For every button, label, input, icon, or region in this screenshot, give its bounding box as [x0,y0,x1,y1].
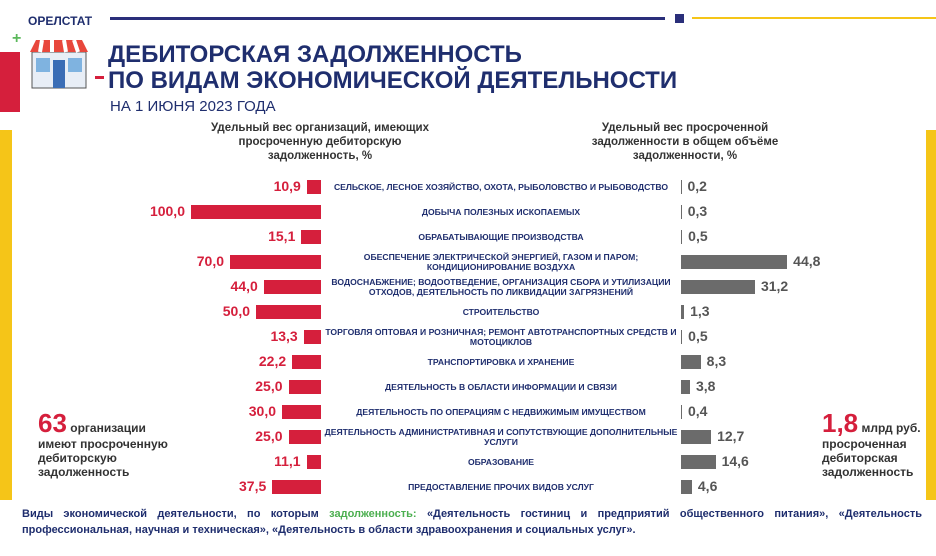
value-label: 12,7 [717,428,745,444]
bar [288,380,321,394]
bar [681,230,683,244]
bar [306,180,321,194]
top-line-yellow [692,17,936,19]
note-unit: млрд руб. [861,421,921,435]
title-line: ПО ВИДАМ ЭКОНОМИЧЕСКОЙ ДЕЯТЕЛЬНОСТИ [108,67,678,94]
title-line: ДЕБИТОРСКАЯ ЗАДОЛЖЕННОСТЬ [108,41,522,68]
value-label: 3,8 [696,378,716,394]
category-label: ДЕЯТЕЛЬНОСТЬ АДМИНИСТРАТИВНАЯ И СОПУТСТВ… [324,427,678,447]
value-label: 44,8 [793,253,821,269]
value-label: 15,1 [268,228,296,244]
bar [282,405,321,419]
brand: ОРЕЛСТАТ [28,14,93,28]
bar [272,480,321,494]
right-caption: Удельный вес просроченной задолженности … [591,122,779,162]
red-accent [0,52,20,112]
bar [681,330,683,344]
top-line [110,17,665,20]
shop-icon [30,39,88,89]
value-label: 44,0 [230,278,258,294]
value-label: 1,3 [690,303,710,319]
category-label: ВОДОСНАБЖЕНИЕ; ВОДООТВЕДЕНИЕ, ОРГАНИЗАЦИ… [331,277,671,297]
bar [681,480,692,494]
side-bar [0,130,12,500]
value-label: 37,5 [239,478,267,494]
note-number: 1,8 [822,408,859,438]
right-note: 1,8 млрд руб. просроченная дебиторская з… [822,410,932,479]
bar [306,455,321,469]
value-label: 0,2 [687,178,707,194]
category-label: ДЕЯТЕЛЬНОСТЬ ПО ОПЕРАЦИЯМ С НЕДВИЖИМЫМ И… [356,407,646,417]
plus-icon: + [12,30,22,47]
bar [681,455,716,469]
title: ДЕБИТОРСКАЯ ЗАДОЛЖЕННОСТЬ ПО ВИДАМ ЭКОНО… [108,42,677,94]
category-label: СЕЛЬСКОЕ, ЛЕСНОЕ ХОЗЯЙСТВО, ОХОТА, РЫБОЛ… [333,182,669,192]
bar [303,330,321,344]
bar [681,405,682,419]
footer-text: «Деятельность гостиниц и предприятий общ… [22,508,923,536]
bar [681,205,682,219]
footer: Виды экономической деятельности, по кото… [22,506,922,538]
left-note: 63 организации имеют просроченную дебито… [38,410,188,479]
value-label: 25,0 [255,428,283,444]
value-label: 10,9 [273,178,301,194]
category-label: ПРЕДОСТАВЛЕНИЕ ПРОЧИХ ВИДОВ УСЛУГ [408,482,594,492]
bar [292,355,321,369]
value-label: 0,5 [688,328,708,344]
category-label: ОБРАЗОВАНИЕ [467,457,535,467]
bar [681,430,712,444]
note-word: организации [70,421,146,435]
value-label: 13,3 [270,328,298,344]
value-label: 70,0 [196,253,224,269]
value-label: 14,6 [721,453,749,469]
bar [256,305,321,319]
category-label: ТОРГОВЛЯ ОПТОВАЯ И РОЗНИЧНАЯ; РЕМОНТ АВТ… [325,327,677,347]
category-label: ОБЕСПЕЧЕНИЕ ЭЛЕКТРИЧЕСКОЙ ЭНЕРГИЕЙ, ГАЗО… [363,252,639,272]
value-label: 30,0 [248,403,276,419]
footer-text: Виды экономической деятельности, по кото… [22,508,319,520]
category-label: ТРАНСПОРТИРОВКА И ХРАНЕНИЕ [427,357,575,367]
value-label: 0,3 [687,203,708,219]
value-label: 25,0 [255,378,283,394]
note-number: 63 [38,408,67,438]
bar [301,230,321,244]
category-label: ДЕЯТЕЛЬНОСТЬ В ОБЛАСТИ ИНФОРМАЦИИ И СВЯЗ… [385,382,617,392]
subtitle: НА 1 ИЮНЯ 2023 ГОДА [110,98,276,115]
category-label: СТРОИТЕЛЬСТВО [462,307,540,317]
category-label: ОБРАБАТЫВАЮЩИЕ ПРОИЗВОДСТВА [418,232,584,242]
minus-icon [95,76,104,79]
category-label: ДОБЫЧА ПОЛЕЗНЫХ ИСКОПАЕМЫХ [421,207,581,217]
value-label: 0,5 [688,228,708,244]
footer-highlight: задолженность: [329,508,417,520]
bar [681,355,701,369]
bar [191,205,321,219]
left-caption: Удельный вес организаций, имеющих просро… [210,122,430,162]
bar [288,430,321,444]
value-label: 22,2 [258,353,287,369]
value-label: 8,3 [706,353,727,369]
note-text: имеют просроченную дебиторскую задолженн… [38,437,168,479]
value-label: 0,4 [687,403,708,419]
bar [681,380,690,394]
value-label: 50,0 [222,303,250,319]
value-label: 4,6 [697,478,718,494]
note-text: просроченная дебиторская задолженность [822,437,914,479]
value-label: 31,2 [760,278,789,294]
bar [681,255,788,269]
bar [681,305,685,319]
value-label: 100,0 [149,203,185,219]
value-label: 11,1 [274,453,301,469]
bar [263,280,321,294]
square [675,14,684,23]
bar [681,280,755,294]
side-bar [926,130,936,500]
bar [230,255,321,269]
